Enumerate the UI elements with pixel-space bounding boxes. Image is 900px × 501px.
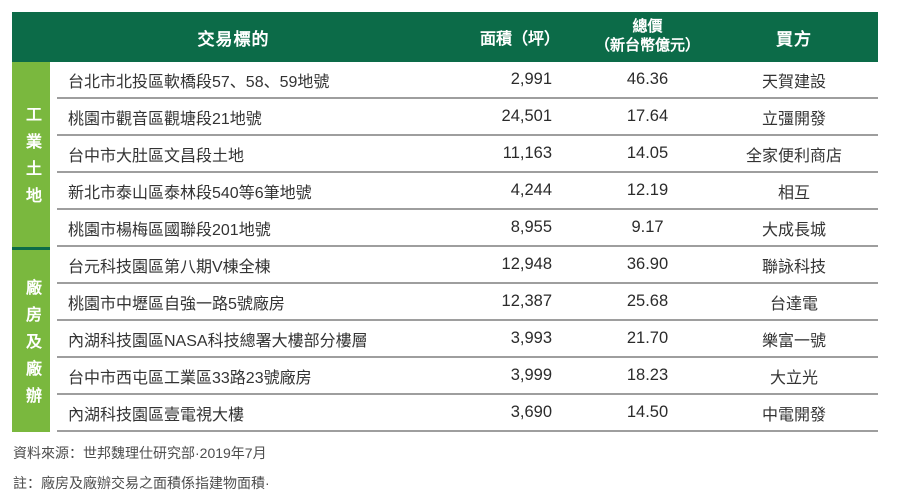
cell-buyer: 大成長城 bbox=[761, 221, 826, 239]
cell-buyer: 中電開發 bbox=[761, 406, 826, 424]
table-row: 內湖科技園區壹電視大樓 3,690 14.50 中電開發 bbox=[57, 395, 878, 432]
header-target: 交易標的 bbox=[197, 29, 270, 49]
cell-area: 4,244 bbox=[510, 181, 552, 199]
cell-price: 18.23 bbox=[626, 366, 669, 384]
cell-area: 12,387 bbox=[501, 292, 552, 310]
header-buyer: 買方 bbox=[776, 29, 812, 49]
cell-buyer: 相互 bbox=[777, 184, 810, 202]
category-gap bbox=[50, 62, 57, 432]
table-header-row: 交易標的 面積（坪） 總價 （新台幣億元） 買方 bbox=[12, 12, 878, 62]
cell-area: 3,690 bbox=[510, 403, 552, 421]
cell-target: 台元科技園區第八期V棟全棟 bbox=[68, 258, 271, 276]
category-industrial-land: 工業土地 bbox=[12, 62, 50, 247]
header-price-line2: （新台幣億元） bbox=[594, 37, 700, 54]
cell-area: 8,955 bbox=[510, 218, 552, 236]
table-row: 台元科技園區第八期V棟全棟 12,948 36.90 聯詠科技 bbox=[57, 247, 878, 284]
cell-area: 3,993 bbox=[510, 329, 552, 347]
cell-target: 台中市西屯區工業區33路23號廠房 bbox=[68, 369, 312, 387]
category-column: 工業土地 廠房及廠辦 bbox=[12, 62, 50, 432]
source-note: 資料來源：世邦魏理仕研究部·2019年7月 bbox=[13, 445, 267, 461]
cell-area: 12,948 bbox=[501, 255, 552, 273]
cell-target: 桃園市中壢區自強一路5號廠房 bbox=[68, 295, 285, 313]
data-rows: 台北市北投區軟橋段57、58、59地號 2,991 46.36 天賀建設 桃園市… bbox=[57, 62, 878, 432]
cell-target: 新北市泰山區泰林段540等6筆地號 bbox=[68, 184, 312, 202]
transactions-table: 交易標的 面積（坪） 總價 （新台幣億元） 買方 工業土地 廠房及廠辦 台北市北 bbox=[12, 12, 878, 432]
category-label: 廠房及廠辦 bbox=[23, 279, 40, 414]
cell-target: 桃園市楊梅區國聯段201地號 bbox=[68, 221, 271, 239]
cell-price: 36.90 bbox=[626, 255, 669, 273]
cell-buyer: 天賀建設 bbox=[761, 73, 826, 91]
category-label: 工業土地 bbox=[23, 106, 40, 214]
footer-notes: 資料來源：世邦魏理仕研究部·2019年7月 註：廠房及廠辦交易之面積係指建物面積… bbox=[13, 438, 270, 498]
cell-area: 24,501 bbox=[501, 107, 552, 125]
table-row: 新北市泰山區泰林段540等6筆地號 4,244 12.19 相互 bbox=[57, 173, 878, 210]
cell-price: 12.19 bbox=[626, 181, 669, 199]
cell-target: 台中市大肚區文昌段土地 bbox=[68, 147, 245, 165]
cell-price: 21.70 bbox=[626, 329, 669, 347]
definition-note: 註：廠房及廠辦交易之面積係指建物面積· bbox=[13, 475, 270, 491]
header-price: 總價 （新台幣億元） bbox=[585, 12, 710, 62]
table-row: 桃園市楊梅區國聯段201地號 8,955 9.17 大成長城 bbox=[57, 210, 878, 247]
cell-price: 14.50 bbox=[626, 403, 669, 421]
table-row: 台中市西屯區工業區33路23號廠房 3,999 18.23 大立光 bbox=[57, 358, 878, 395]
table-row: 台中市大肚區文昌段土地 11,163 14.05 全家便利商店 bbox=[57, 136, 878, 173]
table-row: 台北市北投區軟橋段57、58、59地號 2,991 46.36 天賀建設 bbox=[57, 62, 878, 99]
cell-price: 17.64 bbox=[626, 107, 669, 125]
header-price-line1: 總價 bbox=[632, 18, 663, 36]
cell-buyer: 聯詠科技 bbox=[761, 258, 826, 276]
cell-price: 14.05 bbox=[626, 144, 669, 162]
cell-target: 內湖科技園區壹電視大樓 bbox=[68, 406, 245, 424]
cell-area: 2,991 bbox=[510, 70, 552, 88]
header-area: 面積（坪） bbox=[479, 31, 560, 48]
cell-buyer: 台達電 bbox=[769, 295, 818, 313]
cell-buyer: 大立光 bbox=[769, 369, 818, 387]
cell-price: 9.17 bbox=[631, 218, 664, 236]
cell-buyer: 立彊開發 bbox=[761, 110, 826, 128]
cell-buyer: 樂富一號 bbox=[761, 332, 826, 350]
table-row: 內湖科技園區NASA科技總署大樓部分樓層 3,993 21.70 樂富一號 bbox=[57, 321, 878, 358]
cell-target: 內湖科技園區NASA科技總署大樓部分樓層 bbox=[68, 332, 368, 350]
cell-target: 台北市北投區軟橋段57、58、59地號 bbox=[68, 73, 330, 91]
cell-area: 3,999 bbox=[510, 366, 552, 384]
cell-price: 25.68 bbox=[626, 292, 669, 310]
table-row: 桃園市中壢區自強一路5號廠房 12,387 25.68 台達電 bbox=[57, 284, 878, 321]
cell-price: 46.36 bbox=[626, 70, 669, 88]
category-factory-office: 廠房及廠辦 bbox=[12, 247, 50, 432]
cell-area: 11,163 bbox=[502, 144, 552, 162]
cell-target: 桃園市觀音區觀塘段21地號 bbox=[68, 110, 262, 128]
cell-buyer: 全家便利商店 bbox=[745, 147, 842, 165]
table-body: 工業土地 廠房及廠辦 台北市北投區軟橋段57、58、59地號 2,991 46.… bbox=[12, 62, 878, 432]
table-row: 桃園市觀音區觀塘段21地號 24,501 17.64 立彊開發 bbox=[57, 99, 878, 136]
